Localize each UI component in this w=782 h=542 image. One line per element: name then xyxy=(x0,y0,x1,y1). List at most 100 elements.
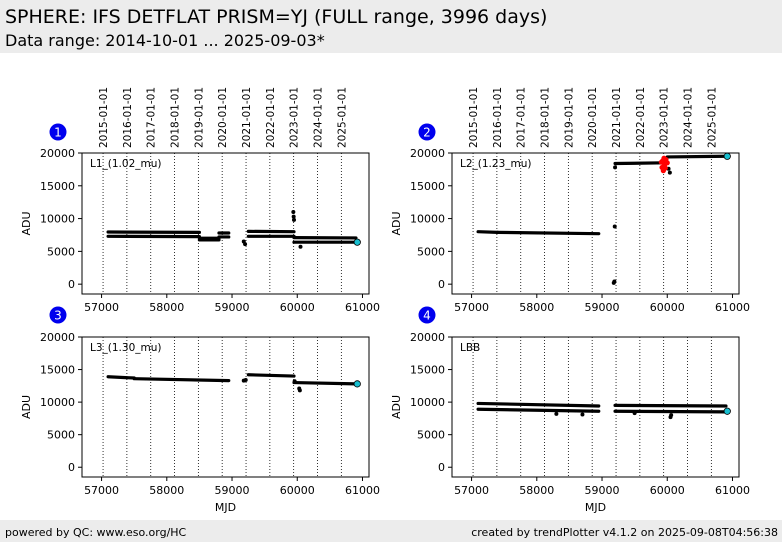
top-date-label: 2017-01-01 xyxy=(146,87,158,148)
y-tick-label: 20000 xyxy=(410,147,445,160)
y-axis-label: ADU xyxy=(390,211,403,235)
plot-frame xyxy=(451,336,740,478)
y-tick-label: 15000 xyxy=(40,180,75,193)
data-point xyxy=(291,210,296,215)
data-series-run xyxy=(613,161,666,166)
x-axis-label: MJD xyxy=(585,501,606,514)
top-date-label: 2017-01-01 xyxy=(516,87,528,148)
top-date-label: 2020-01-01 xyxy=(217,87,229,148)
data-series-run xyxy=(476,230,500,234)
panel-badge-number: 2 xyxy=(423,126,431,140)
top-date-label: 2021-01-01 xyxy=(611,87,623,148)
x-tick-label: 59000 xyxy=(585,484,620,497)
footer-credit: powered by QC: www.eso.org/HC xyxy=(5,526,187,539)
data-point xyxy=(298,244,303,249)
y-tick-label: 15000 xyxy=(40,364,75,377)
top-date-label: 2020-01-01 xyxy=(587,87,599,148)
outlier-point xyxy=(664,160,670,166)
data-range-subtitle: Data range: 2014-10-01 ... 2025-09-03* xyxy=(5,31,325,50)
top-date-label: 2015-01-01 xyxy=(468,87,480,148)
data-point xyxy=(291,217,296,222)
top-date-label: 2019-01-01 xyxy=(563,87,575,148)
top-date-label: 2024-01-01 xyxy=(312,87,324,148)
data-point xyxy=(612,279,617,284)
outlier-point xyxy=(658,159,664,165)
data-series-run xyxy=(106,375,136,380)
data-series-run xyxy=(665,154,728,159)
top-date-label: 2024-01-01 xyxy=(682,87,694,148)
panel-badge-number: 4 xyxy=(423,309,431,323)
y-tick-label: 0 xyxy=(68,278,75,291)
x-tick-label: 61000 xyxy=(345,484,380,497)
x-tick-label: 61000 xyxy=(345,301,380,314)
y-tick-label: 0 xyxy=(438,461,445,474)
panel-label: LBB xyxy=(460,342,480,354)
x-tick-label: 57000 xyxy=(84,301,119,314)
y-axis-label: ADU xyxy=(390,395,403,419)
y-tick-label: 15000 xyxy=(410,180,445,193)
panel-label: L3_(1.30_mu) xyxy=(90,342,162,354)
x-tick-label: 60000 xyxy=(280,484,315,497)
data-point xyxy=(291,214,296,219)
y-tick-label: 5000 xyxy=(47,429,75,442)
data-point xyxy=(243,377,248,382)
top-date-label: 2025-01-01 xyxy=(706,87,718,148)
data-point xyxy=(554,411,559,416)
y-tick-label: 5000 xyxy=(47,245,75,258)
top-date-label: 2018-01-01 xyxy=(540,87,552,148)
data-series-run xyxy=(132,377,231,383)
data-series-run xyxy=(496,230,601,236)
y-tick-label: 15000 xyxy=(410,364,445,377)
x-tick-label: 57000 xyxy=(454,301,489,314)
x-tick-label: 59000 xyxy=(215,484,250,497)
y-tick-label: 10000 xyxy=(40,396,75,409)
latest-point xyxy=(353,380,361,388)
data-point xyxy=(612,224,617,229)
plot-frame xyxy=(451,152,740,295)
x-tick-label: 57000 xyxy=(454,484,489,497)
x-tick-label: 61000 xyxy=(715,484,750,497)
x-tick-label: 59000 xyxy=(215,301,250,314)
footer-generator: created by trendPlotter v4.1.2 on 2025-0… xyxy=(471,526,778,539)
x-tick-label: 58000 xyxy=(519,301,554,314)
top-date-label: 2022-01-01 xyxy=(635,87,647,148)
panel-badge xyxy=(49,123,67,141)
top-date-label: 2016-01-01 xyxy=(492,87,504,148)
y-tick-label: 5000 xyxy=(417,429,445,442)
data-series-run xyxy=(246,373,296,378)
data-series-run xyxy=(476,407,601,413)
header-bar: SPHERE: IFS DETFLAT PRISM=YJ (FULL range… xyxy=(0,0,782,53)
data-point xyxy=(613,165,618,170)
data-point xyxy=(292,379,297,384)
panel-badge xyxy=(418,306,436,324)
panel-badge-number: 1 xyxy=(54,126,62,140)
latest-point xyxy=(723,152,731,160)
x-tick-label: 57000 xyxy=(84,484,119,497)
y-tick-label: 10000 xyxy=(410,396,445,409)
data-point xyxy=(297,388,302,393)
top-date-label: 2015-01-01 xyxy=(98,87,110,148)
data-point xyxy=(243,242,248,247)
outlier-point xyxy=(662,165,668,171)
x-tick-label: 60000 xyxy=(650,484,685,497)
footer-bar: powered by QC: www.eso.org/HC created by… xyxy=(0,520,782,542)
data-point xyxy=(667,170,672,175)
top-date-label: 2023-01-01 xyxy=(659,87,671,148)
y-tick-label: 0 xyxy=(68,461,75,474)
y-tick-label: 20000 xyxy=(410,331,445,344)
top-date-label: 2018-01-01 xyxy=(170,87,182,148)
x-tick-label: 58000 xyxy=(149,484,184,497)
top-date-label: 2022-01-01 xyxy=(265,87,277,148)
panel-label: L1_(1.02_mu) xyxy=(90,158,162,170)
panel-badge xyxy=(418,123,436,141)
data-point xyxy=(632,411,637,416)
x-axis-label: MJD xyxy=(215,501,236,514)
top-date-label: 2021-01-01 xyxy=(241,87,253,148)
data-point xyxy=(580,412,585,417)
top-date-label: 2023-01-01 xyxy=(289,87,301,148)
y-tick-label: 10000 xyxy=(40,213,75,226)
y-tick-label: 10000 xyxy=(410,213,445,226)
page-title: SPHERE: IFS DETFLAT PRISM=YJ (FULL range… xyxy=(5,6,548,28)
x-tick-label: 61000 xyxy=(715,301,750,314)
